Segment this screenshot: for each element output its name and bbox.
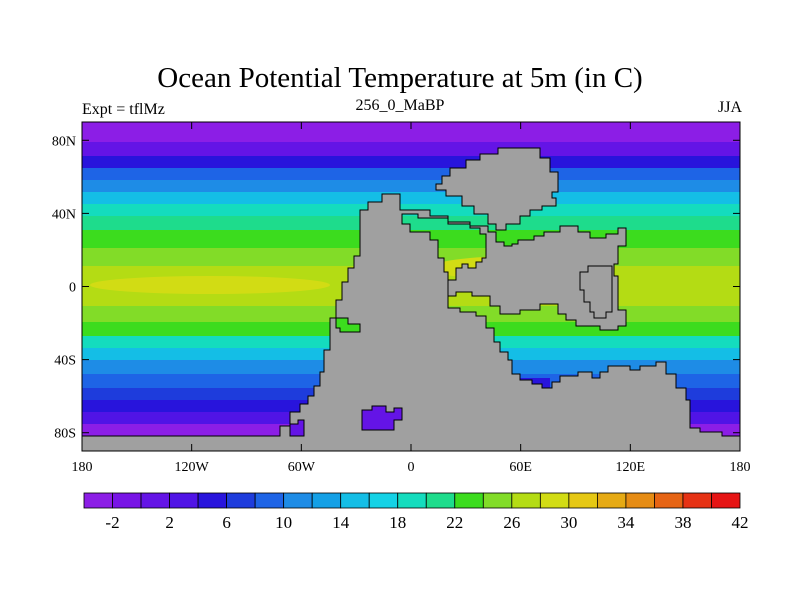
colorbar-swatch bbox=[711, 492, 741, 509]
colorbar-swatch bbox=[254, 492, 285, 509]
colorbar-swatch bbox=[197, 492, 228, 509]
colorbar-swatch bbox=[397, 492, 427, 509]
lat-tick-label: 80N bbox=[52, 134, 76, 149]
longitude-axis: 180 120W 60W 0 60E 120E 180 bbox=[72, 122, 751, 475]
colorbar-label: 38 bbox=[674, 513, 691, 532]
colorbar-swatch bbox=[425, 492, 456, 509]
colorbar-swatch bbox=[226, 492, 256, 509]
colorbar-swatch bbox=[654, 492, 684, 509]
colorbar-label: 10 bbox=[275, 513, 292, 532]
colorbar-label: 22 bbox=[446, 513, 463, 532]
lon-tick-label: 120W bbox=[175, 460, 210, 475]
colorbar-swatch bbox=[625, 492, 655, 509]
colorbar-label: 6 bbox=[222, 513, 231, 532]
colorbar-swatch bbox=[596, 492, 627, 509]
colorbar-label: 34 bbox=[617, 513, 635, 532]
lon-tick-label: 120E bbox=[616, 460, 646, 475]
lat-tick-label: 80S bbox=[54, 427, 76, 442]
colorbar-label: 14 bbox=[332, 513, 350, 532]
colorbar-swatch bbox=[568, 492, 598, 509]
season-label: JJA bbox=[717, 99, 742, 116]
experiment-label: Expt = tflMz bbox=[82, 101, 165, 118]
colorbar-label: 42 bbox=[732, 513, 749, 532]
lon-tick-label: 180 bbox=[730, 460, 751, 475]
colorbar-swatch bbox=[682, 492, 712, 509]
colorbar-swatch bbox=[140, 492, 170, 509]
colorbar-swatch bbox=[112, 492, 142, 509]
latitude-axis: 80N 40N 0 40S 80S bbox=[52, 134, 740, 442]
lon-tick-label: 60E bbox=[509, 460, 532, 475]
colorbar-swatch bbox=[511, 492, 541, 509]
colorbar-swatch bbox=[368, 492, 399, 509]
colorbar-label: -2 bbox=[105, 513, 119, 532]
land-mass bbox=[82, 147, 740, 451]
age-label: 256_0_MaBP bbox=[355, 97, 445, 114]
colorbar: -2 2 6 10 14 18 22 26 30 34 38 42 bbox=[83, 492, 749, 532]
colorbar-swatch bbox=[169, 492, 199, 509]
lon-tick-label: 0 bbox=[408, 460, 415, 475]
colorbar-label: 18 bbox=[389, 513, 406, 532]
colorbar-swatch bbox=[454, 492, 484, 509]
colorbar-swatch bbox=[311, 492, 342, 509]
colorbar-label: 26 bbox=[503, 513, 520, 532]
colorbar-label: 2 bbox=[165, 513, 174, 532]
lat-tick-label: 40N bbox=[52, 207, 76, 222]
lat-tick-label: 0 bbox=[69, 281, 76, 296]
colorbar-swatch bbox=[482, 492, 513, 509]
lon-tick-label: 180 bbox=[72, 460, 93, 475]
colorbar-swatch bbox=[283, 492, 313, 509]
colorbar-swatch bbox=[539, 492, 570, 509]
lat-tick-label: 40S bbox=[54, 354, 76, 369]
map-title: Ocean Potential Temperature at 5m (in C) bbox=[157, 62, 643, 94]
lon-tick-label: 60W bbox=[288, 460, 316, 475]
colorbar-swatch bbox=[83, 492, 113, 509]
colorbar-swatch bbox=[340, 492, 370, 509]
colorbar-label: 30 bbox=[560, 513, 577, 532]
